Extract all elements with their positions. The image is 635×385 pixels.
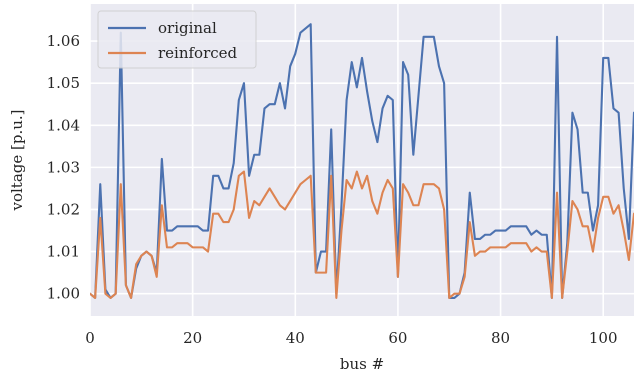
x-tick-labels: 0 20 40 60 80 100 [85,329,617,347]
y-tick-label: 1.04 [47,116,80,134]
x-tick-label: 100 [589,329,618,347]
series-line-original [90,23,634,299]
legend: original reinforced [97,10,257,69]
series-line-reinforced [90,170,634,299]
y-tick-label: 1.00 [47,285,80,303]
x-tick-label: 0 [85,329,95,347]
y-tick-label: 1.02 [47,200,80,218]
y-tick-label: 1.06 [47,32,80,50]
y-tick-label: 1.03 [47,158,80,176]
x-axis-label: bus # [340,355,384,373]
x-tick-label: 60 [388,329,407,347]
y-tick-label: 1.01 [47,243,80,261]
y-tick-labels: 1.00 1.01 1.02 1.03 1.04 1.05 1.06 [47,32,80,303]
y-axis-label: voltage [p.u.] [8,109,26,211]
series-lines [90,23,634,299]
legend-label-reinforced: reinforced [158,44,238,62]
x-tick-label: 40 [286,329,305,347]
x-tick-label: 80 [491,329,510,347]
y-tick-label: 1.05 [47,74,80,92]
x-tick-label: 20 [183,329,202,347]
legend-label-original: original [158,19,217,37]
